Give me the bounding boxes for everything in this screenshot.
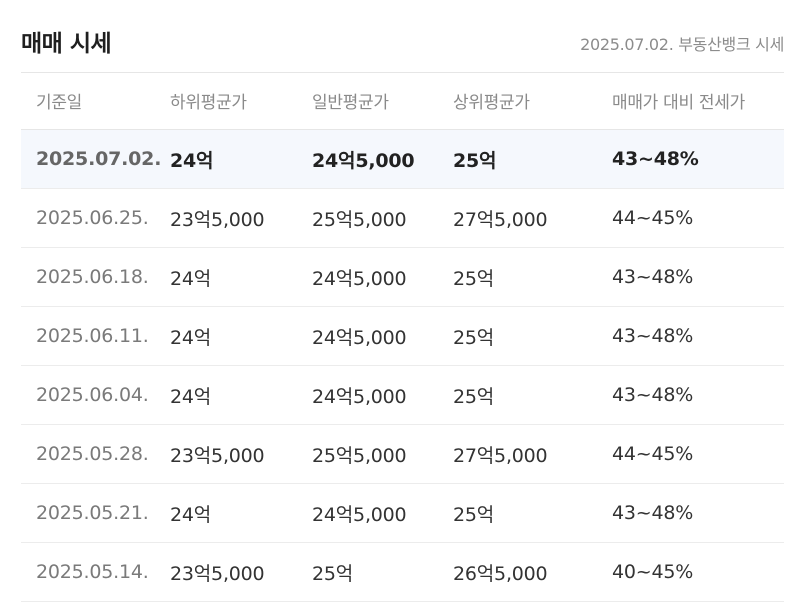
column-header-low: 하위평균가 bbox=[170, 72, 312, 130]
cell-avg: 24억5,000 bbox=[312, 129, 453, 189]
cell-high: 26억5,000 bbox=[453, 542, 612, 602]
cell-low: 24억 bbox=[170, 365, 312, 425]
table-row: 2025.06.18. 24억 24억5,000 25억 43~48% bbox=[21, 247, 784, 307]
cell-ratio: 43~48% bbox=[612, 129, 784, 189]
table-row: 2025.07.02. 24억 24억5,000 25억 43~48% bbox=[21, 129, 784, 189]
cell-avg: 24억5,000 bbox=[312, 483, 453, 543]
cell-avg: 24억5,000 bbox=[312, 365, 453, 425]
header-row: 기준일 하위평균가 일반평균가 상위평균가 매매가 대비 전세가 bbox=[21, 72, 784, 130]
cell-avg: 25억5,000 bbox=[312, 188, 453, 248]
cell-ratio: 43~48% bbox=[612, 483, 784, 543]
cell-date: 2025.06.25. bbox=[21, 188, 170, 248]
page-title: 매매 시세 bbox=[21, 31, 112, 57]
cell-date: 2025.05.28. bbox=[21, 424, 170, 484]
cell-ratio: 44~45% bbox=[612, 188, 784, 248]
panel-header: 매매 시세 2025.07.02. 부동산뱅크 시세 bbox=[21, 0, 784, 73]
column-header-high: 상위평균가 bbox=[453, 72, 612, 130]
table-row: 2025.05.21. 24억 24억5,000 25억 43~48% bbox=[21, 483, 784, 543]
cell-high: 25억 bbox=[453, 306, 612, 366]
table-row: 2025.05.28. 23억5,000 25억5,000 27억5,000 4… bbox=[21, 424, 784, 484]
cell-date: 2025.05.21. bbox=[21, 483, 170, 543]
column-header-date: 기준일 bbox=[21, 72, 170, 130]
cell-date: 2025.06.11. bbox=[21, 306, 170, 366]
cell-ratio: 40~45% bbox=[612, 542, 784, 602]
cell-date: 2025.05.14. bbox=[21, 542, 170, 602]
cell-low: 23억5,000 bbox=[170, 188, 312, 248]
cell-avg: 25억5,000 bbox=[312, 424, 453, 484]
cell-low: 24억 bbox=[170, 306, 312, 366]
cell-date: 2025.06.18. bbox=[21, 247, 170, 307]
table-body: 2025.07.02. 24억 24억5,000 25억 43~48% 2025… bbox=[21, 129, 784, 602]
cell-high: 27억5,000 bbox=[453, 424, 612, 484]
column-header-ratio: 매매가 대비 전세가 bbox=[612, 72, 784, 130]
cell-date: 2025.06.04. bbox=[21, 365, 170, 425]
cell-high: 25억 bbox=[453, 365, 612, 425]
table-row: 2025.06.04. 24억 24억5,000 25억 43~48% bbox=[21, 365, 784, 425]
cell-ratio: 44~45% bbox=[612, 424, 784, 484]
source-note: 2025.07.02. 부동산뱅크 시세 bbox=[580, 35, 784, 54]
cell-avg: 24억5,000 bbox=[312, 247, 453, 307]
table-row: 2025.06.25. 23억5,000 25억5,000 27억5,000 4… bbox=[21, 188, 784, 248]
cell-ratio: 43~48% bbox=[612, 306, 784, 366]
cell-low: 23억5,000 bbox=[170, 542, 312, 602]
price-table: 기준일 하위평균가 일반평균가 상위평균가 매매가 대비 전세가 2025.07… bbox=[21, 72, 784, 602]
cell-date: 2025.07.02. bbox=[21, 129, 170, 189]
cell-avg: 25억 bbox=[312, 542, 453, 602]
cell-high: 27억5,000 bbox=[453, 188, 612, 248]
cell-ratio: 43~48% bbox=[612, 365, 784, 425]
cell-low: 24억 bbox=[170, 483, 312, 543]
table-row: 2025.06.11. 24억 24억5,000 25억 43~48% bbox=[21, 306, 784, 366]
cell-ratio: 43~48% bbox=[612, 247, 784, 307]
cell-high: 25억 bbox=[453, 129, 612, 189]
table-row: 2025.05.14. 23억5,000 25억 26억5,000 40~45% bbox=[21, 542, 784, 602]
column-header-avg: 일반평균가 bbox=[312, 72, 453, 130]
cell-high: 25억 bbox=[453, 483, 612, 543]
cell-low: 24억 bbox=[170, 129, 312, 189]
cell-high: 25억 bbox=[453, 247, 612, 307]
cell-low: 23억5,000 bbox=[170, 424, 312, 484]
table-header: 기준일 하위평균가 일반평균가 상위평균가 매매가 대비 전세가 bbox=[21, 72, 784, 130]
cell-avg: 24억5,000 bbox=[312, 306, 453, 366]
cell-low: 24억 bbox=[170, 247, 312, 307]
